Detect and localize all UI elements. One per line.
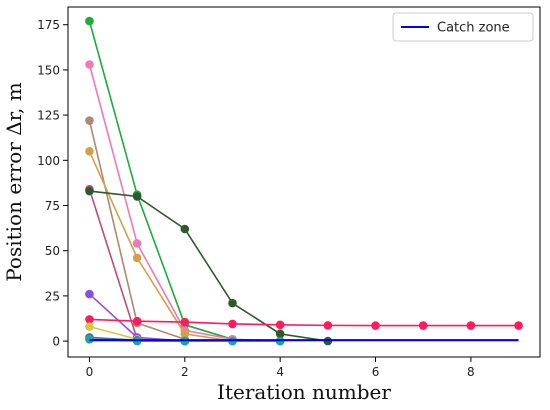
y-tick-label: 150 — [37, 63, 60, 77]
plot-frame — [67, 6, 541, 358]
data-point — [85, 186, 94, 196]
data-point — [132, 316, 142, 326]
x-tick-label: 4 — [276, 365, 284, 379]
data-point — [132, 192, 142, 201]
data-point — [85, 289, 94, 299]
data-point — [85, 315, 94, 324]
data-point — [180, 317, 190, 327]
series-line — [89, 318, 519, 327]
legend-box — [392, 12, 534, 42]
plot-background — [68, 7, 540, 357]
data-point — [180, 329, 190, 339]
y-tick-label: 50 — [45, 244, 60, 258]
data-point — [275, 320, 285, 330]
y-tick-label: 0 — [52, 335, 60, 349]
series-6 — [85, 186, 333, 346]
data-point — [132, 239, 142, 248]
data-point — [466, 321, 476, 330]
x-tick-label: 8 — [467, 365, 475, 379]
series-line — [88, 64, 233, 341]
data-point — [132, 253, 142, 263]
data-point — [85, 60, 94, 69]
x-axis-title: Iteration number — [217, 380, 391, 404]
data-point — [514, 321, 523, 330]
y-tick-label: 25 — [45, 289, 60, 303]
data-point — [228, 319, 237, 329]
data-point — [85, 322, 94, 331]
y-tick-label: 75 — [45, 199, 60, 213]
series-8 — [85, 315, 523, 330]
series-line — [88, 150, 233, 342]
series-2 — [85, 60, 237, 344]
data-point — [180, 224, 190, 234]
data-point — [85, 116, 94, 125]
y-tick-label: 100 — [37, 154, 60, 168]
data-point — [323, 321, 333, 330]
y-axis-title: Position error Δr, m — [2, 82, 26, 281]
y-tick-label: 125 — [37, 109, 60, 123]
legend: Catch zone — [392, 12, 534, 42]
y-tick-label: 175 — [37, 18, 60, 32]
data-point — [371, 321, 380, 330]
axis-ticks: 0 2 4 6 8 0 25 50 75 100 125 150 175 — [37, 18, 475, 379]
data-point — [418, 321, 428, 330]
x-tick-label: 2 — [181, 365, 189, 379]
x-tick-label: 6 — [372, 365, 380, 379]
legend-label-catch-zone: Catch zone — [437, 21, 510, 36]
x-tick-label: 0 — [86, 365, 94, 379]
data-point — [85, 146, 94, 156]
series-line — [89, 190, 328, 342]
data-point — [85, 16, 94, 26]
data-point — [275, 329, 285, 339]
data-point — [228, 298, 237, 308]
